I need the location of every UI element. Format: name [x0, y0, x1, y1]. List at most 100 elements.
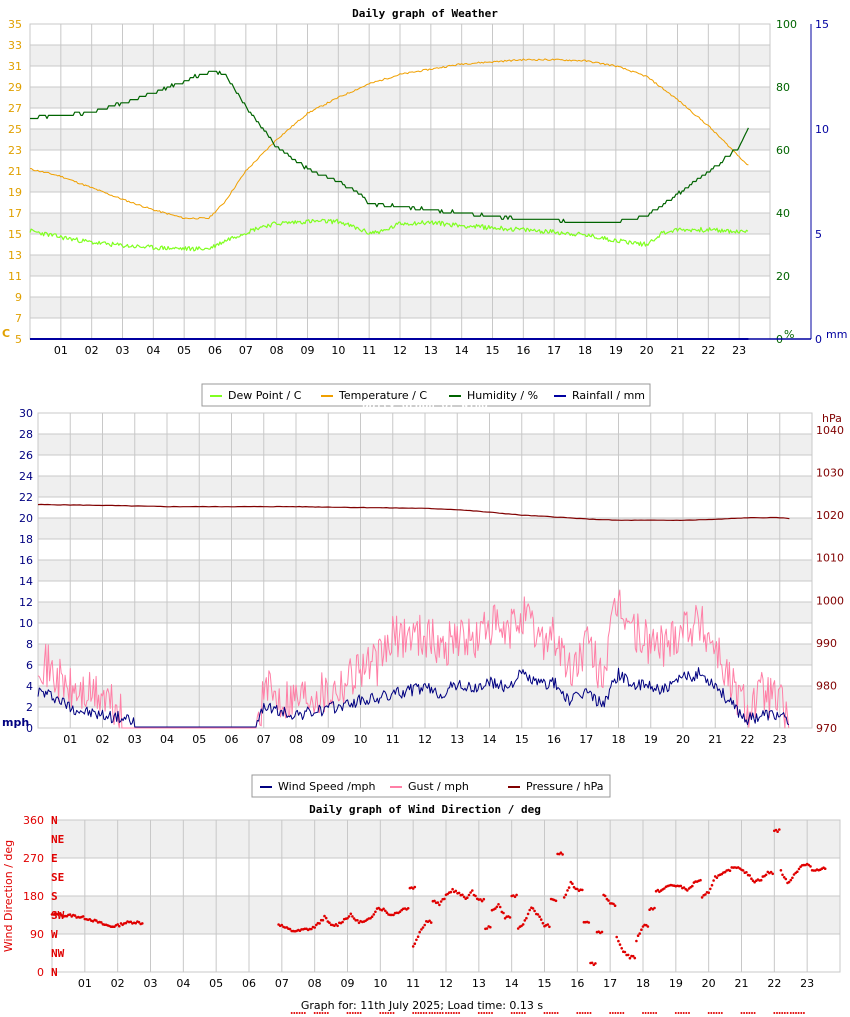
direction-point	[494, 907, 497, 910]
direction-point	[640, 928, 643, 931]
direction-point	[513, 895, 517, 899]
direction-point	[635, 939, 638, 943]
wind-tick-label: 4	[26, 680, 33, 693]
direction-point	[620, 947, 623, 950]
calm-point	[346, 1012, 349, 1014]
x-tick-label: 23	[800, 977, 814, 990]
calm-point	[450, 1012, 453, 1014]
calm-point	[642, 1012, 644, 1014]
calm-point	[379, 1012, 382, 1014]
direction-point	[559, 851, 563, 854]
pressure-tick-label: 1000	[816, 594, 844, 607]
direction-tick-label: 0	[37, 966, 44, 979]
calm-point	[354, 1012, 357, 1014]
x-tick-label: 10	[331, 344, 345, 357]
direction-point	[469, 891, 472, 894]
calm-point	[414, 1012, 417, 1014]
calm-point	[688, 1012, 690, 1014]
calm-point	[349, 1012, 352, 1014]
calm-point	[748, 1012, 751, 1014]
calm-point	[677, 1012, 680, 1014]
calm-point	[477, 1012, 480, 1014]
wind-tick-label: 30	[19, 407, 33, 420]
x-tick-label: 22	[767, 977, 781, 990]
direction-point	[741, 869, 745, 872]
direction-point	[141, 922, 144, 925]
pressure-tick-label: 1030	[816, 467, 844, 480]
direction-point	[462, 895, 466, 899]
direction-point	[374, 910, 377, 914]
direction-point	[369, 917, 372, 920]
direction-point	[796, 870, 799, 873]
direction-point	[336, 924, 339, 928]
direction-point	[479, 898, 482, 901]
x-tick-label: 04	[160, 733, 174, 746]
direction-point	[385, 911, 389, 914]
x-tick-label: 15	[486, 344, 500, 357]
calm-point	[316, 1012, 319, 1014]
pressure-tick-label: 970	[816, 722, 837, 735]
x-tick-label: 16	[516, 344, 530, 357]
x-tick-label: 12	[393, 344, 407, 357]
direction-point	[288, 927, 292, 931]
x-tick-label: 04	[146, 344, 160, 357]
direction-point	[548, 925, 551, 929]
direction-point	[600, 930, 604, 934]
x-tick-label: 01	[54, 344, 68, 357]
x-tick-label: 06	[242, 977, 256, 990]
direction-point	[587, 921, 591, 924]
rain-tick-label: 15	[815, 18, 829, 31]
calm-point	[611, 1012, 614, 1014]
wind-direction-chart: Daily graph of Wind Direction / deg 01 02…	[2, 803, 841, 1014]
calm-point	[389, 1012, 392, 1014]
x-tick-label: 22	[741, 733, 755, 746]
direction-point	[482, 897, 486, 901]
direction-point	[398, 910, 402, 913]
rain-axis-unit: mm	[826, 328, 847, 341]
direction-point	[613, 904, 617, 907]
direction-point	[594, 962, 597, 965]
direction-point	[774, 828, 778, 832]
left-tick-label: 27	[8, 102, 22, 115]
x-tick-label: 03	[116, 344, 130, 357]
direction-point	[324, 916, 328, 920]
direction-point	[497, 903, 500, 906]
direction-point	[653, 906, 656, 910]
direction-tick-label: 270	[23, 852, 44, 865]
calm-point	[743, 1012, 746, 1014]
wind-chart: Daily graph of Wind 01 02 03 04 05 06 07 08 09 10…	[2, 398, 844, 798]
direction-point	[789, 878, 793, 882]
legend-label: Humidity / %	[467, 389, 538, 402]
calm-point	[313, 1012, 316, 1014]
direction-point	[384, 909, 387, 913]
direction-point	[502, 911, 505, 915]
calm-point	[682, 1012, 685, 1014]
left-tick-label: 35	[8, 18, 22, 31]
x-tick-label: 08	[289, 733, 303, 746]
left-tick-label: 25	[8, 123, 22, 136]
calm-point	[301, 1012, 304, 1014]
x-tick-label: 03	[144, 977, 158, 990]
direction-point	[641, 925, 645, 928]
direction-point	[572, 885, 576, 889]
direction-point	[415, 938, 418, 942]
direction-point	[370, 915, 374, 918]
calm-point	[425, 1012, 428, 1014]
left-tick-label: 5	[15, 333, 22, 346]
calm-point	[652, 1012, 655, 1014]
x-tick-label: 14	[483, 733, 497, 746]
direction-point	[723, 870, 727, 874]
x-tick-label: 19	[644, 733, 658, 746]
calm-point	[324, 1012, 327, 1014]
direction-point	[771, 872, 774, 876]
calm-point	[485, 1012, 488, 1014]
wind-chart-series	[37, 503, 790, 729]
direction-point	[280, 923, 284, 927]
rain-tick-label: 5	[815, 228, 822, 241]
calm-point	[326, 1012, 329, 1014]
direction-point	[753, 880, 756, 884]
direction-point	[823, 867, 827, 870]
direction-point	[567, 886, 571, 889]
x-tick-label: 14	[505, 977, 519, 990]
calm-point	[797, 1012, 800, 1014]
